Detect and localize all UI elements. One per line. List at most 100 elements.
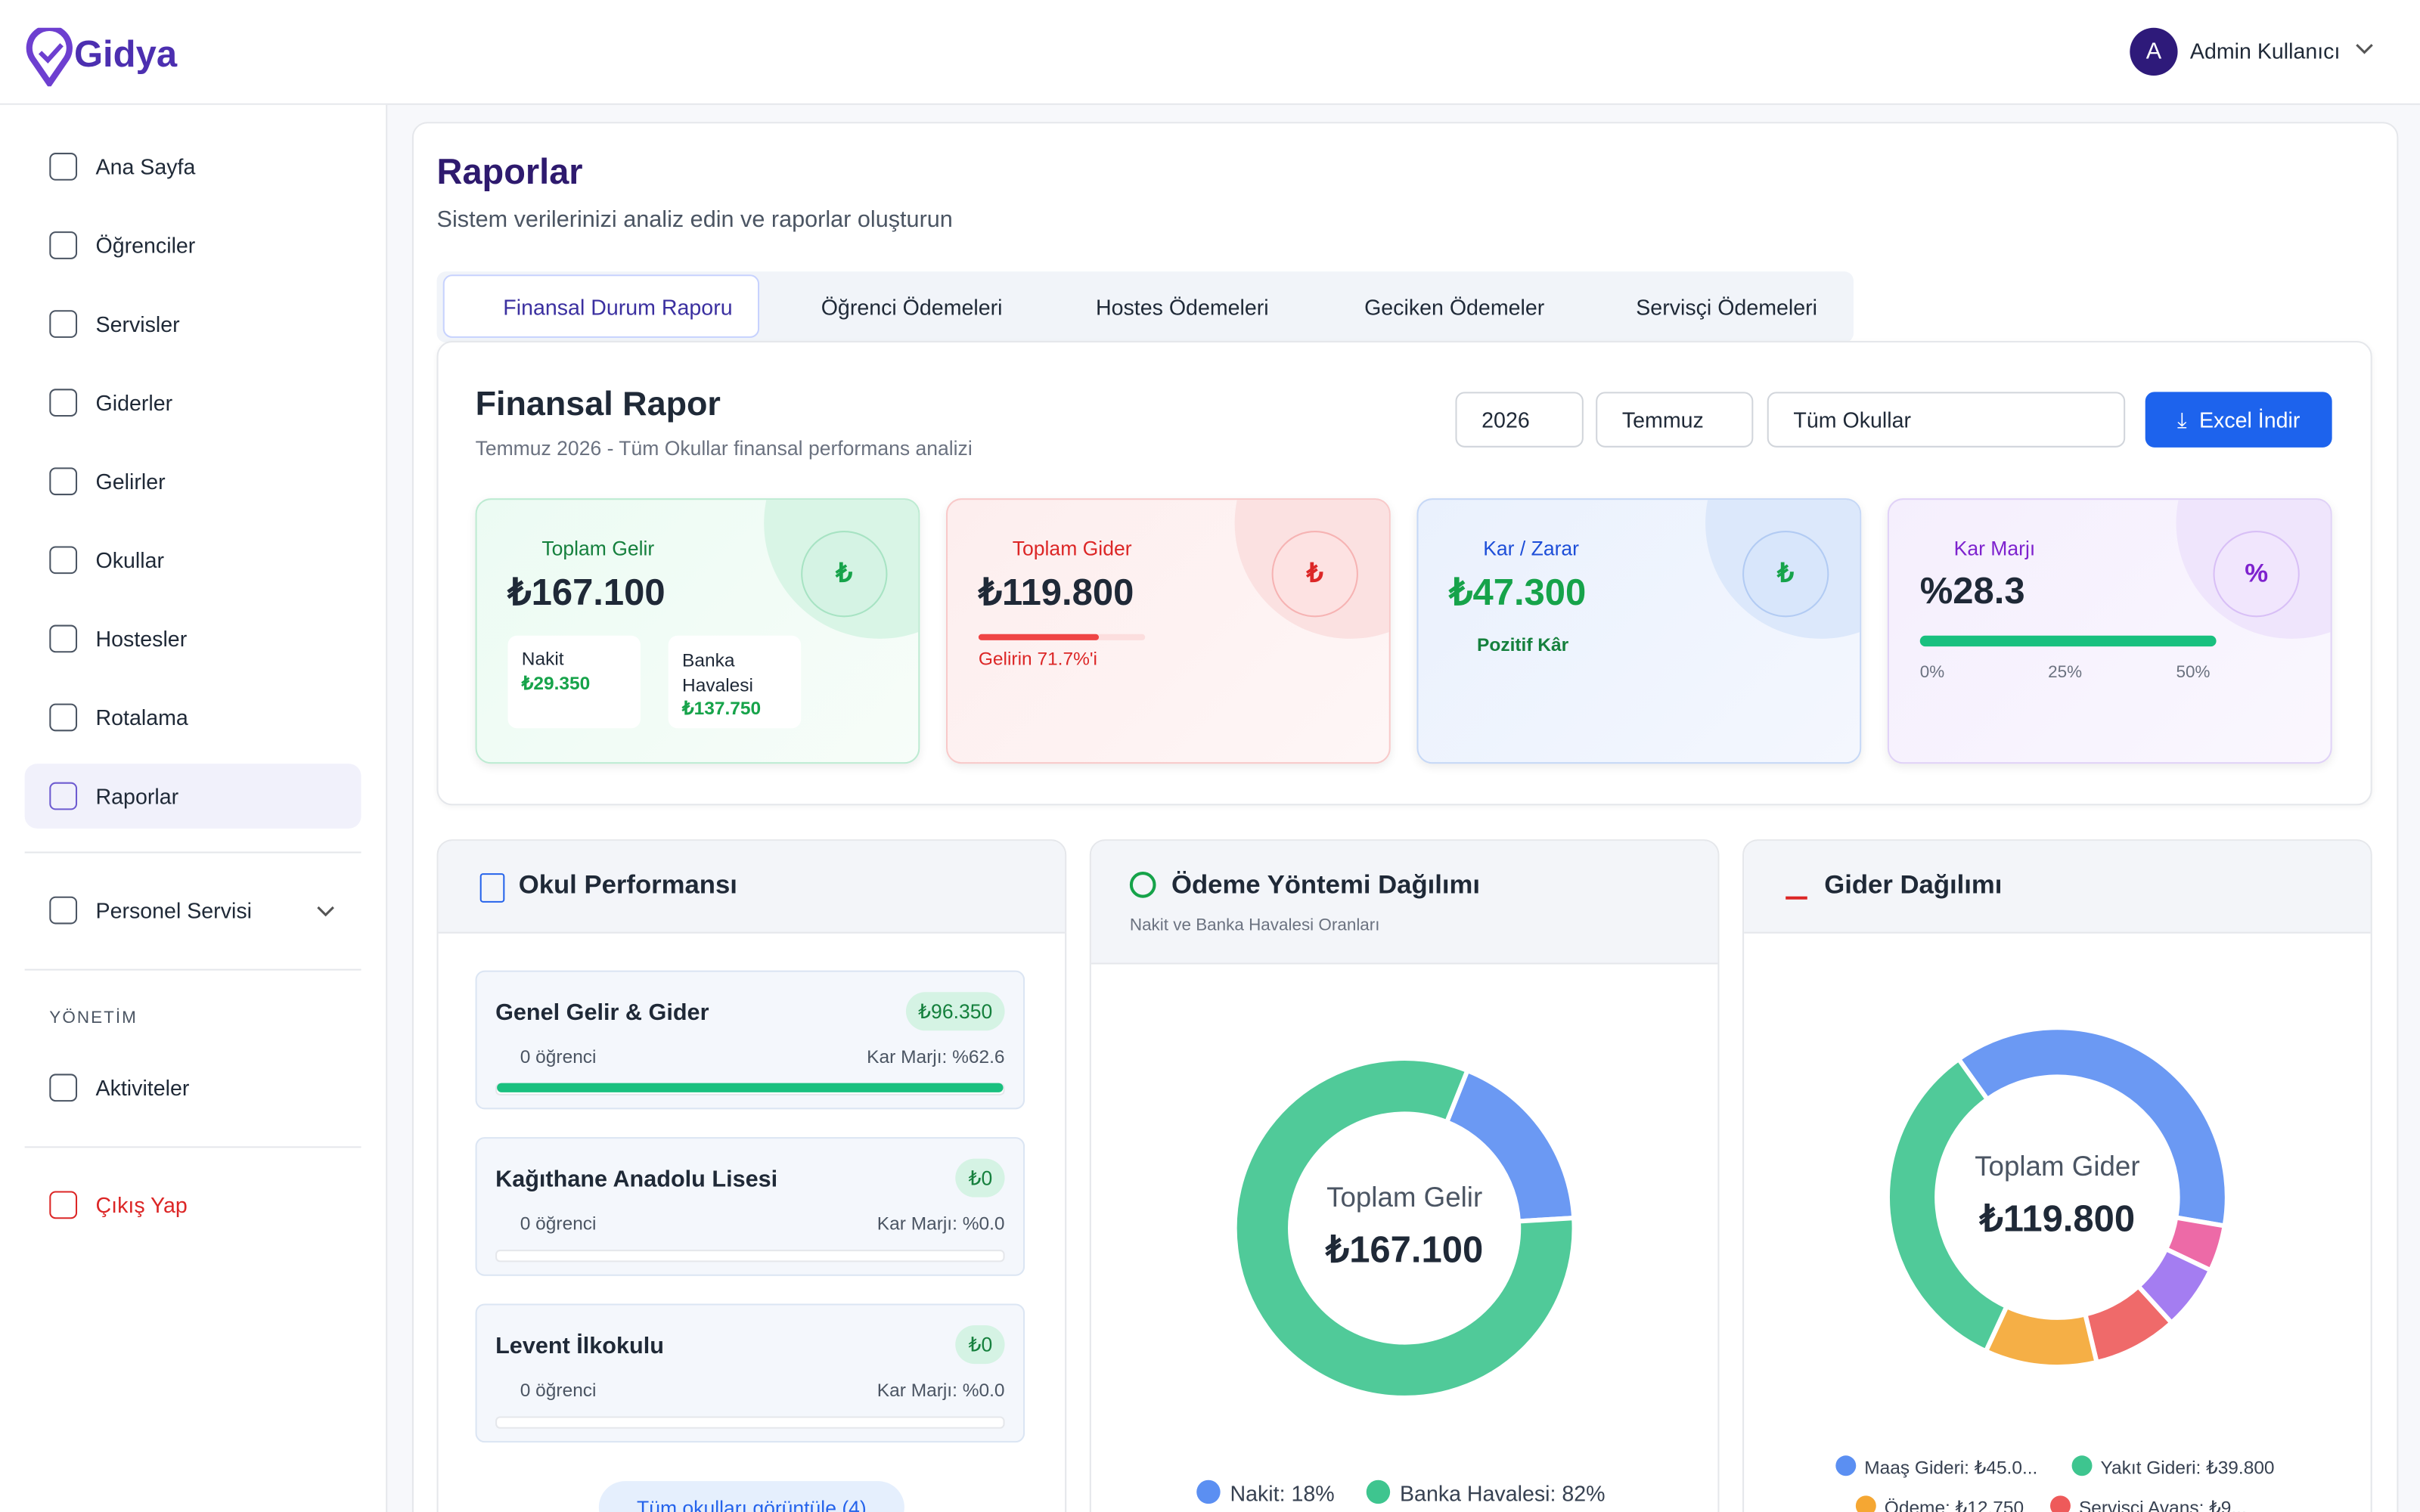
label: Finansal Durum Raporu (503, 294, 733, 320)
label: Ana Sayfa (95, 154, 196, 179)
header: Gidya A Admin Kullanıcı (0, 0, 2420, 105)
panel-header (1744, 841, 2371, 934)
icon (49, 310, 78, 338)
students: 0 öğrenci (520, 1046, 597, 1068)
progress (495, 1416, 1005, 1429)
donut-segment (1955, 1025, 2229, 1229)
report-subtitle: Temmuz 2026 - Tüm Okullar finansal perfo… (475, 436, 973, 460)
nav-item[interactable]: Rotalama (25, 685, 361, 750)
nav-item[interactable]: Hostesler (25, 606, 361, 671)
icon: ₺ (1271, 531, 1358, 618)
school-select[interactable]: Tüm Okullar (1767, 392, 2126, 448)
icon (1129, 872, 1156, 898)
nav-item[interactable]: Gelirler (25, 449, 361, 514)
tab[interactable]: Servisçi Ödemeleri (1605, 276, 1817, 338)
icon (49, 896, 78, 925)
nav-item[interactable]: Öğrenciler (25, 213, 361, 278)
tab[interactable]: Öğrenci Ödemeleri (790, 276, 1003, 338)
note: Gelirin 71.7%'i (978, 648, 1098, 670)
activities[interactable]: Aktiviteler (25, 1055, 361, 1120)
value: ₺137.750 (682, 697, 762, 720)
panel-header (1091, 841, 1718, 965)
school-name: Kağıthane Anadolu Lisesi (495, 1166, 778, 1193)
payment-panel: Ödeme Yöntemi Dağılımı Nakit ve Banka Ha… (1089, 839, 1720, 1512)
legend-swatch (1196, 1479, 1221, 1504)
label: Banka Havalesi (682, 649, 753, 696)
value: ₺47.300 (1449, 572, 1587, 615)
tab[interactable]: Finansal Durum Raporu (472, 276, 732, 338)
avatar[interactable]: A (2130, 27, 2178, 76)
school-item: Kağıthane Anadolu Lisesi ₺0 0 öğrenci Kar M… (475, 1137, 1025, 1276)
value: ₺167.100 (507, 572, 666, 615)
ratio-track (978, 634, 1146, 640)
chevron (2356, 44, 2373, 54)
icon: ₺ (1742, 531, 1829, 618)
label: Raporlar (95, 783, 179, 809)
center-value: ₺167.100 (1325, 1229, 1483, 1270)
amount-badge: ₺0 (956, 1325, 1005, 1365)
ratio-fill (978, 634, 1099, 640)
label: Rotalama (95, 705, 188, 730)
nav-item[interactable]: Servisler (25, 292, 361, 357)
nav-item[interactable]: Ana Sayfa (25, 135, 361, 200)
income-card: Toplam Gelir ₺167.100 ₺ Nakit ₺29.350 Ban… (475, 498, 920, 764)
logout[interactable]: Çıkış Yap (25, 1173, 361, 1238)
user-name[interactable]: Admin Kullanıcı (2189, 39, 2341, 64)
value: %28.3 (1919, 571, 2025, 613)
value: ₺29.350 (521, 672, 591, 695)
nav-item[interactable]: Giderler (25, 370, 361, 435)
label: Okullar (95, 547, 165, 573)
donut-segment (1232, 1055, 1577, 1400)
tab[interactable]: Hostes Ödemeleri (1065, 276, 1269, 338)
legend-label: Nakit: 18% (1230, 1482, 1335, 1506)
label: Excel İndir (2198, 407, 2301, 432)
amount-badge: ₺96.350 (905, 992, 1005, 1031)
note: Pozitif Kâr (1477, 634, 1569, 656)
panel-header (438, 841, 1066, 934)
staff-menu[interactable]: Personel Servisi (25, 878, 361, 943)
legend-swatch (1835, 1455, 1857, 1476)
legend-swatch (2050, 1495, 2071, 1512)
icon (49, 782, 78, 810)
year-select[interactable]: 2026 (1455, 392, 1584, 448)
month-select[interactable]: Temmuz (1596, 392, 1754, 448)
center-value: ₺119.800 (1979, 1199, 2135, 1240)
tab[interactable]: Geciken Ödemeler (1333, 276, 1544, 338)
divider (24, 1146, 361, 1148)
panel-title: Okul Performansı (518, 870, 737, 900)
label: Gelirler (95, 469, 166, 494)
legend-label: Banka Havalesi: 82% (1400, 1482, 1606, 1506)
legend-label: Yakıt Gideri: ₺39.800 (2101, 1458, 2275, 1478)
students: 0 öğrenci (520, 1379, 597, 1402)
label: Nakit (521, 648, 564, 670)
nav-item[interactable]: Raporlar (24, 764, 361, 829)
download-icon: ⤓ (2176, 406, 2187, 432)
students: 0 öğrenci (520, 1213, 597, 1235)
school-item: Genel Gelir & Gider ₺96.350 0 öğrenci Kar M… (475, 970, 1025, 1110)
label: Toplam Gelir (541, 537, 655, 560)
nav-item[interactable]: Okullar (25, 528, 361, 593)
profit-card: Kar / Zarar ₺47.300 ₺ Pozitif Kâr (1416, 498, 1862, 764)
school-name: Genel Gelir & Gider (495, 999, 709, 1027)
label: Kar / Zarar (1483, 537, 1579, 560)
report-title: Finansal Rapor (475, 384, 721, 423)
icon (49, 1191, 78, 1219)
value: ₺119.800 (978, 572, 1134, 615)
panel-subtitle: Nakit ve Banka Havalesi Oranları (1129, 916, 1380, 935)
export-button[interactable]: ⤓ Excel İndir (2145, 392, 2332, 448)
expense-chart: Toplam Gider ₺119.800 Maaş Gideri: ₺45.0..… (1835, 1025, 2275, 1512)
progress (495, 1083, 1005, 1095)
schools-panel: Okul Performansı Tüm okulları görüntüle … (436, 839, 1067, 1512)
progress-fill (497, 1083, 1004, 1092)
progress (495, 1250, 1005, 1263)
view-all[interactable]: Tüm okulları görüntüle (4) (598, 1481, 904, 1512)
label: Toplam Gider (1012, 537, 1132, 560)
legend-swatch (1855, 1495, 1876, 1512)
active-tab-bg (442, 274, 760, 338)
margin-card: Kar Marjı %28.3 % 0% 25% 50% (1887, 498, 2332, 764)
icon (49, 703, 78, 732)
panel-title: Ödeme Yöntemi Dağılımı (1171, 870, 1481, 900)
value: Tüm Okullar (1793, 407, 1911, 432)
